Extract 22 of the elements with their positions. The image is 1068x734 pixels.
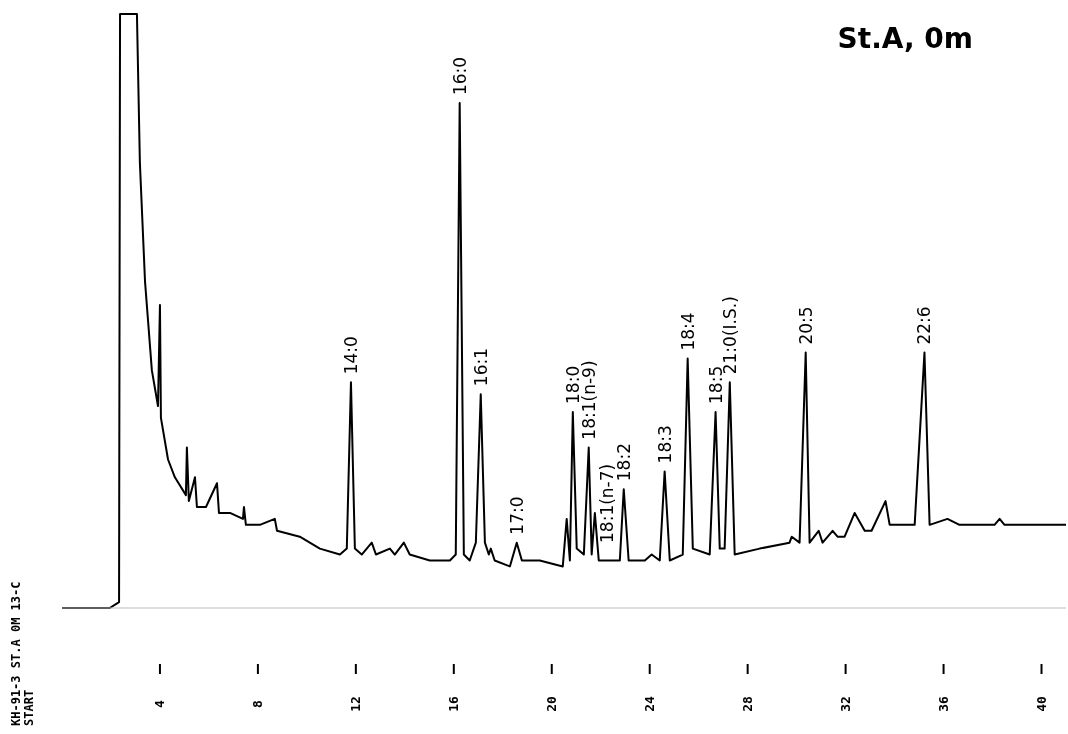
- annotation: 16:1: [470, 347, 491, 387]
- annotation: 16:0: [449, 56, 470, 96]
- x-tick-label: 36: [936, 696, 952, 712]
- x-tick-label: 8: [250, 699, 266, 708]
- x-tick-label: 24: [642, 696, 658, 712]
- x-tick-label: 16: [446, 696, 462, 712]
- x-tick-label: 4: [152, 699, 168, 708]
- x-tick-label: 20: [544, 696, 560, 712]
- annotation: 18:3: [654, 425, 675, 464]
- chart-title: St.A, 0m: [837, 22, 973, 55]
- x-tick-label: 40: [1034, 696, 1050, 712]
- annotation: 18:4: [677, 312, 698, 351]
- annotation: 18:1(n-7): [596, 463, 617, 543]
- x-tick-label: 12: [348, 696, 364, 712]
- x-tick-label: 32: [838, 696, 854, 712]
- annotation: 14:0: [340, 336, 361, 375]
- side-notes: KH-91-3 ST.A 0M 13-C START: [8, 8, 48, 728]
- annotation: 17:0: [506, 496, 527, 535]
- annotation: 20:5: [795, 306, 816, 345]
- annotation: 18:1(n-9): [578, 360, 599, 440]
- annotation: 22:6: [914, 306, 935, 345]
- x-tick-label: 28: [740, 696, 756, 712]
